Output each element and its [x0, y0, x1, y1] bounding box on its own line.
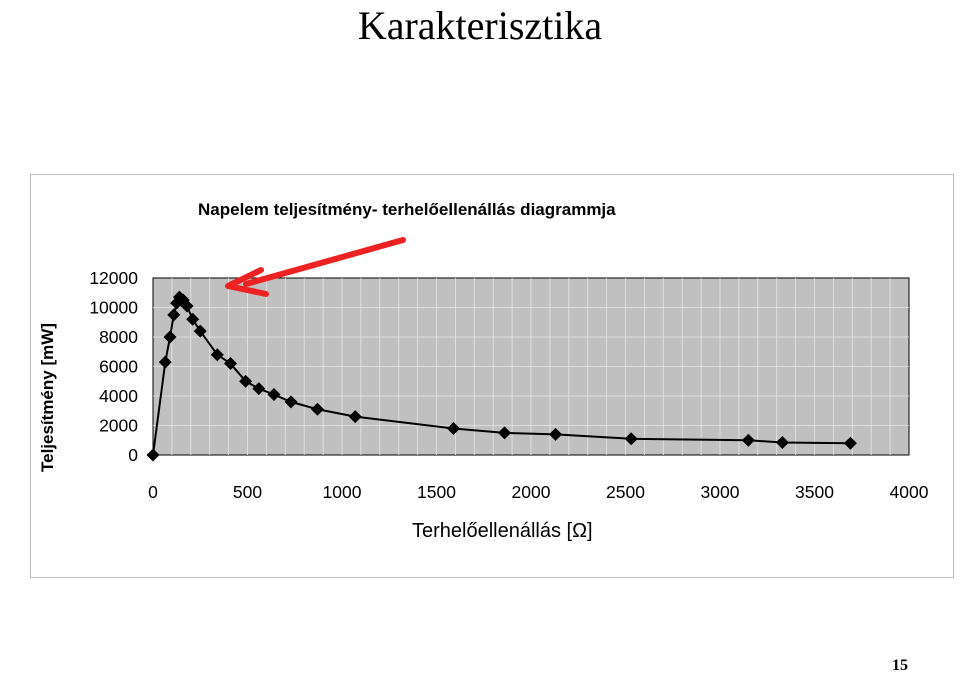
x-tick-label: 1500	[417, 482, 456, 502]
x-tick-label: 0	[148, 482, 158, 502]
data-point-marker	[252, 382, 266, 396]
data-point-marker	[210, 348, 224, 362]
data-point-marker	[180, 299, 194, 313]
data-point-marker	[741, 433, 755, 447]
data-point-marker	[843, 436, 857, 450]
data-point-marker	[775, 435, 789, 449]
x-axis-label: Terhelőellenállás [Ω]	[412, 520, 593, 542]
data-point-marker	[549, 427, 563, 441]
x-tick-label: 3000	[701, 482, 740, 502]
data-point-marker	[146, 448, 160, 462]
y-tick-label: 2000	[99, 416, 138, 436]
x-tick-label: 2500	[606, 482, 645, 502]
data-point-marker	[158, 355, 172, 369]
data-point-marker	[447, 421, 461, 435]
annotation-arrow-shaft	[243, 237, 406, 287]
data-point-marker	[624, 432, 638, 446]
x-tick-label: 2000	[512, 482, 551, 502]
y-tick-label: 12000	[89, 268, 138, 288]
y-tick-label: 4000	[99, 386, 138, 406]
data-point-marker	[284, 395, 298, 409]
data-point-marker	[167, 308, 181, 322]
chart-title: Napelem teljesítmény- terhelőellenállás …	[198, 200, 616, 219]
data-point-marker	[498, 426, 512, 440]
data-point-marker	[163, 330, 177, 344]
y-tick-label: 0	[128, 445, 138, 465]
slide-title: Karakterisztika	[357, 3, 603, 48]
x-tick-label: 500	[233, 482, 262, 502]
data-point-marker	[267, 388, 281, 402]
data-point-marker	[223, 357, 237, 371]
page-number: 15	[892, 657, 908, 674]
annotation-arrow-head	[225, 267, 269, 297]
data-point-marker	[310, 402, 324, 416]
x-tick-label: 4000	[890, 482, 929, 502]
x-tick-label: 3500	[795, 482, 834, 502]
x-tick-label: 1000	[323, 482, 362, 502]
data-point-marker	[193, 324, 207, 338]
data-point-marker	[348, 410, 362, 424]
y-tick-label: 6000	[99, 357, 138, 377]
data-point-marker	[186, 312, 200, 326]
data-point-marker	[239, 374, 253, 388]
y-tick-label: 8000	[99, 327, 138, 347]
y-tick-label: 10000	[89, 298, 138, 318]
